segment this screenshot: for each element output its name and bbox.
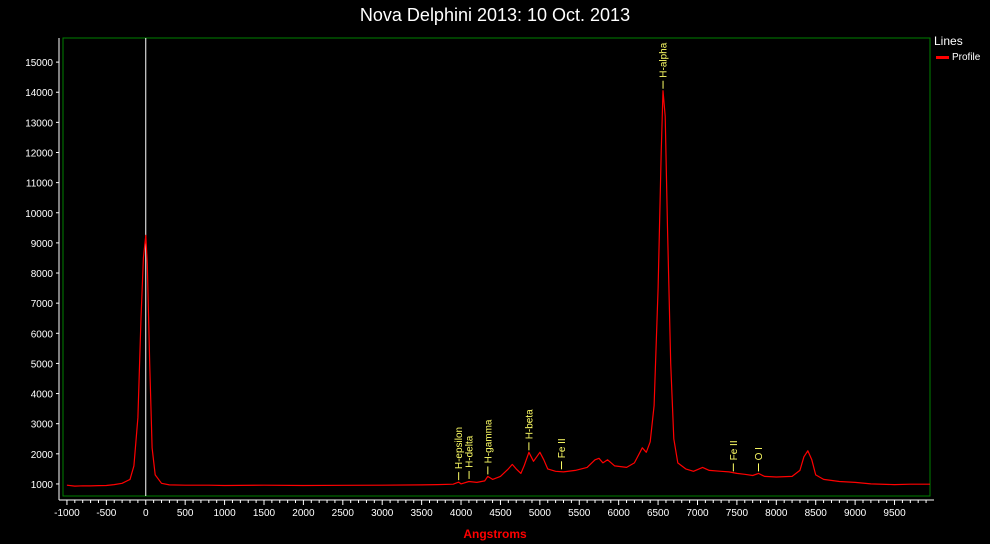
- x-tick-label: 5000: [529, 508, 552, 519]
- legend-label-profile: Profile: [952, 52, 981, 63]
- annotation-label: H-delta: [465, 435, 476, 468]
- y-tick-label: 15000: [25, 58, 53, 69]
- y-tick-label: 6000: [31, 329, 54, 340]
- annotation-label: H-gamma: [483, 419, 494, 463]
- x-tick-label: 7500: [726, 508, 749, 519]
- annotation-label: O I: [754, 447, 765, 460]
- y-tick-label: 2000: [31, 450, 54, 461]
- y-tick-label: 9000: [31, 239, 54, 250]
- x-tick-label: 500: [177, 508, 194, 519]
- chart-title: Nova Delphini 2013: 10 Oct. 2013: [359, 5, 631, 25]
- annotation-label: H-beta: [524, 409, 535, 439]
- x-tick-label: 7000: [686, 508, 709, 519]
- x-tick-label: 3000: [371, 508, 394, 519]
- y-tick-label: 13000: [25, 118, 53, 129]
- plot-frame: [62, 37, 931, 497]
- x-tick-label: 4000: [450, 508, 473, 519]
- series-line-profile: [66, 90, 930, 487]
- x-tick-label: 4500: [489, 508, 512, 519]
- y-tick-label: 7000: [31, 299, 54, 310]
- annotation-label: Fe II: [557, 438, 568, 458]
- y-tick-label: 4000: [31, 390, 54, 401]
- annotation-label: Fe II: [729, 440, 740, 460]
- legend-title: Lines: [934, 34, 963, 48]
- x-axis-label: Angstroms: [463, 527, 527, 541]
- x-tick-label: -500: [96, 508, 116, 519]
- y-tick-label: 3000: [31, 420, 54, 431]
- x-tick-label: 9500: [883, 508, 906, 519]
- x-tick-label: 1500: [253, 508, 276, 519]
- legend-entry-profile: Profile: [936, 52, 980, 63]
- x-tick-label: 6000: [608, 508, 631, 519]
- series-layer: [66, 90, 930, 487]
- x-tick-label: 1000: [213, 508, 236, 519]
- x-tick-label: 9000: [844, 508, 867, 519]
- axes: 1000200030004000500060007000800090001000…: [25, 37, 934, 519]
- y-tick-label: 8000: [31, 269, 54, 280]
- y-tick-label: 10000: [25, 209, 53, 220]
- y-tick-label: 5000: [31, 359, 54, 370]
- y-tick-label: 12000: [25, 149, 53, 160]
- x-tick-label: 3500: [410, 508, 433, 519]
- x-tick-label: 6500: [647, 508, 670, 519]
- x-tick-label: 0: [143, 508, 149, 519]
- x-tick-label: 8000: [765, 508, 788, 519]
- annotation-label: H-alpha: [659, 42, 670, 77]
- annotation-label: H-epsilon: [454, 427, 465, 469]
- x-tick-label: 8500: [805, 508, 828, 519]
- x-tick-label: 2000: [292, 508, 315, 519]
- y-tick-label: 1000: [31, 480, 54, 491]
- x-tick-label: 5500: [568, 508, 591, 519]
- annotations-layer: H-epsilon H-delta H-gamma H-beta Fe II H-alph…: [454, 42, 765, 481]
- y-tick-label: 14000: [25, 88, 53, 99]
- x-tick-label: -1000: [54, 508, 80, 519]
- legend-swatch-profile: [936, 56, 949, 59]
- x-tick-label: 2500: [332, 508, 355, 519]
- y-tick-label: 11000: [26, 179, 54, 190]
